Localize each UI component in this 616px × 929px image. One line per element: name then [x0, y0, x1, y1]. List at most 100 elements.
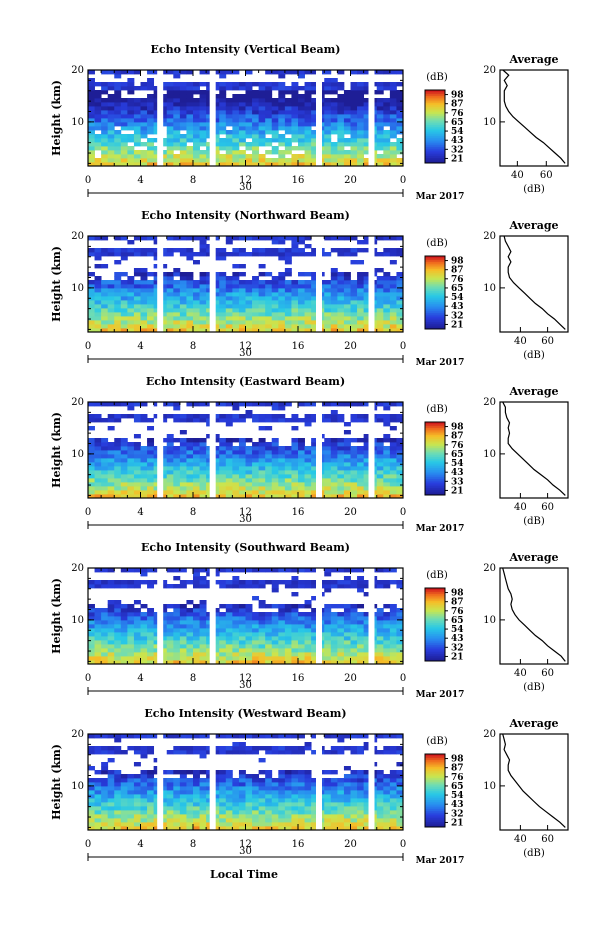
heatmap-cell: [265, 810, 273, 815]
heatmap-cell: [166, 806, 174, 811]
heatmap-cell: [173, 118, 181, 123]
heatmap-cell: [383, 794, 391, 799]
heatmap-cell: [153, 794, 161, 799]
heatmap-cell: [324, 734, 332, 739]
heatmap-cell: [101, 162, 109, 167]
heatmap-cell: [206, 304, 214, 309]
colorbar-tick-label: 32: [451, 643, 464, 653]
heatmap-cell: [219, 568, 227, 573]
colorbar-swatch: [425, 99, 445, 102]
colorbar-tick-label: 43: [451, 136, 464, 146]
heatmap-cell: [311, 466, 319, 471]
x-tick-label: 0: [400, 673, 406, 684]
heatmap-cell: [127, 154, 135, 159]
heatmap-cell: [179, 652, 187, 657]
heatmap-cell: [219, 616, 227, 621]
heatmap-cell: [291, 300, 299, 305]
heatmap-cell: [88, 292, 95, 297]
heatmap-cell: [278, 770, 286, 775]
heatmap-cell: [245, 70, 253, 75]
heatmap-cell: [304, 98, 312, 103]
heatmap-cell: [114, 648, 122, 653]
heatmap-cell: [252, 656, 260, 661]
heatmap-cell: [258, 154, 266, 159]
heatmap-cell: [88, 328, 95, 333]
heatmap-cell: [232, 296, 240, 301]
heatmap-cell: [278, 308, 286, 313]
heatmap-cell: [291, 494, 299, 499]
heatmap-cell: [199, 466, 207, 471]
heatmap-cell: [133, 474, 141, 479]
heatmap-cell: [219, 162, 227, 167]
colorbar-swatch: [425, 657, 445, 660]
heatmap-cell: [199, 106, 207, 111]
heatmap-cell: [186, 750, 194, 755]
heatmap-cell: [337, 624, 345, 629]
heatmap-cell: [238, 486, 246, 491]
heatmap-cell: [140, 268, 148, 273]
heatmap-cell: [140, 746, 148, 751]
heatmap-cell: [140, 292, 148, 297]
heatmap-cell: [396, 122, 404, 127]
heatmap-cell: [147, 122, 155, 127]
heatmap-cell: [94, 98, 102, 103]
heatmap-cell: [298, 604, 305, 609]
heatmap-cell: [120, 256, 128, 261]
heatmap-cell: [271, 790, 279, 795]
heatmap-cell: [383, 660, 391, 665]
heatmap-cell: [120, 126, 128, 131]
heatmap-cell: [232, 304, 240, 309]
heatmap-cell: [278, 122, 286, 127]
heatmap-cell: [271, 806, 279, 811]
heatmap-cell: [350, 414, 358, 419]
colorbar-swatch: [425, 597, 445, 600]
heatmap-cell: [107, 458, 115, 463]
heatmap-cell: [278, 644, 286, 649]
colorbar-swatch: [425, 624, 445, 627]
x-tick-label: 8: [190, 341, 196, 352]
heatmap-cell: [284, 604, 292, 609]
heatmap-cell: [343, 778, 351, 783]
heatmap-cell: [389, 90, 397, 95]
heatmap-cell: [330, 276, 338, 281]
heatmap-cell: [330, 822, 338, 827]
heatmap-cell: [186, 474, 194, 479]
heatmap-cell: [166, 154, 174, 159]
heatmap-cell: [179, 636, 187, 641]
heatmap-cell: [120, 494, 128, 499]
heatmap-cell: [343, 252, 351, 257]
heatmap-cell: [153, 494, 161, 499]
heatmap-cell: [311, 414, 319, 419]
heatmap-cell: [389, 94, 397, 99]
heatmap-cell: [232, 114, 240, 119]
heatmap-cell: [363, 82, 371, 87]
heatmap-cell: [225, 102, 233, 107]
heatmap-cell: [88, 142, 95, 147]
heatmap-cell: [252, 320, 260, 325]
heatmap-cell: [343, 766, 351, 771]
heatmap-cell: [311, 826, 319, 831]
heatmap-cell: [311, 102, 319, 107]
heatmap-cell: [88, 458, 95, 463]
heatmap-cell: [219, 146, 227, 151]
heatmap-cell: [101, 818, 109, 823]
heatmap-cell: [245, 798, 253, 803]
heatmap-cell: [311, 624, 319, 629]
heatmap-cell: [304, 134, 312, 139]
heatmap-cell: [127, 276, 135, 281]
colorbar-swatch: [425, 126, 445, 129]
heatmap-cell: [140, 782, 148, 787]
heatmap-cell: [88, 162, 95, 167]
heatmap-cell: [363, 660, 371, 665]
heatmap-cell: [206, 308, 214, 313]
heatmap-cell: [324, 304, 332, 309]
heatmap-cell: [291, 288, 299, 293]
heatmap-cell: [330, 458, 338, 463]
heatmap-cell: [160, 86, 168, 91]
heatmap-cell: [304, 150, 312, 155]
heatmap-cell: [238, 814, 246, 819]
heatmap-cell: [291, 486, 299, 491]
heatmap-cell: [265, 652, 273, 657]
heatmap-cell: [389, 818, 397, 823]
heatmap-cell: [271, 644, 279, 649]
